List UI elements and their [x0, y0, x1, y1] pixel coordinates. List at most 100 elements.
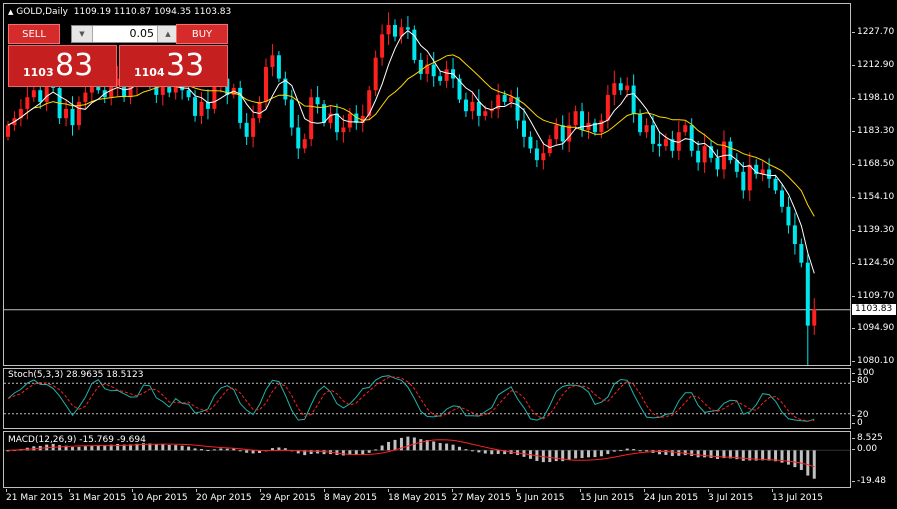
- price-tick: 1109.70: [851, 291, 895, 301]
- macd-histogram-bar: [380, 445, 384, 451]
- stoch-main-line: [7, 375, 815, 422]
- candle-body: [780, 190, 784, 207]
- macd-histogram-bar: [122, 444, 126, 451]
- bid-price-button[interactable]: 1103 83: [8, 45, 117, 87]
- candle-body: [193, 97, 198, 116]
- candle-body: [547, 139, 552, 154]
- lot-size-value[interactable]: 0.05: [129, 27, 155, 40]
- ask-price-pips: 33: [166, 48, 205, 83]
- candle-body: [347, 113, 352, 128]
- candle-body: [715, 157, 720, 170]
- stoch-tick: 20: [851, 410, 869, 420]
- macd-histogram-bar: [180, 445, 184, 451]
- macd-histogram-bar: [77, 446, 81, 451]
- buy-button[interactable]: BUY: [176, 24, 228, 44]
- macd-histogram-bar: [277, 447, 281, 451]
- candle-body: [322, 104, 327, 123]
- macd-histogram-bar: [174, 445, 178, 451]
- macd-signal-line: [7, 439, 815, 468]
- candle-body: [328, 113, 333, 123]
- candle-body: [367, 90, 372, 116]
- candle-body: [128, 85, 133, 98]
- macd-histogram-bar: [219, 448, 223, 451]
- ask-price-handle: 1104: [134, 66, 165, 79]
- candle-body: [276, 55, 281, 79]
- candle-body: [25, 97, 30, 109]
- macd-histogram-bar: [580, 450, 584, 459]
- lot-increase-icon[interactable]: ▲: [157, 26, 178, 42]
- stochastic-canvas[interactable]: [4, 369, 850, 428]
- candle-body: [315, 97, 320, 105]
- macd-histogram-bar: [657, 450, 661, 455]
- candle-body: [767, 169, 772, 179]
- candle-body: [625, 85, 630, 91]
- collapse-triangle-icon[interactable]: ▲: [8, 8, 14, 16]
- macd-histogram-bar: [445, 443, 449, 451]
- macd-histogram-bar: [548, 450, 552, 463]
- macd-histogram-bar: [574, 450, 578, 459]
- lot-size-field[interactable]: ▼ 0.05 ▲: [71, 25, 179, 43]
- candle-body: [341, 127, 346, 133]
- macd-histogram-bar: [793, 450, 797, 468]
- sell-button[interactable]: SELL: [8, 24, 60, 44]
- macd-canvas[interactable]: [4, 432, 850, 487]
- price-axis[interactable]: 1227.70 1212.90 1198.10 1183.30 1168.50 …: [851, 3, 897, 366]
- candle-body: [618, 83, 623, 91]
- macd-histogram-bar: [354, 450, 358, 456]
- candle-body: [154, 83, 159, 95]
- candle-body: [283, 78, 288, 100]
- candle-body: [728, 141, 733, 161]
- candle-body: [257, 101, 262, 119]
- ask-price-button[interactable]: 1104 33: [119, 45, 228, 87]
- current-price-label: 1103.83: [852, 304, 896, 315]
- candle-body: [457, 78, 462, 100]
- chart-ohlc: 1109.19 1110.87 1094.35 1103.83: [73, 7, 232, 17]
- price-tick: 1198.10: [851, 93, 895, 103]
- candle-body: [354, 113, 359, 123]
- candle-body: [393, 24, 397, 37]
- candle-body: [438, 76, 443, 81]
- candle-body: [792, 225, 797, 245]
- price-tick: 1154.10: [851, 192, 895, 202]
- macd-histogram-bar: [722, 450, 726, 459]
- candle-body: [760, 169, 765, 175]
- candle-body: [444, 69, 449, 81]
- macd-histogram-bar: [593, 450, 597, 458]
- macd-histogram-bar: [238, 450, 242, 452]
- bid-price-handle: 1103: [23, 66, 54, 79]
- stochastic-pane[interactable]: Stoch(5,3,3) 28.9635 18.5123: [3, 368, 851, 429]
- macd-histogram-bar: [806, 450, 810, 476]
- candle-body: [592, 122, 597, 133]
- candle-body: [534, 148, 539, 161]
- time-tick: 21 Mar 2015: [6, 489, 64, 503]
- stoch-tick: 0: [852, 418, 863, 428]
- macd-tick: 0.00: [851, 444, 878, 454]
- candle-body: [741, 171, 746, 191]
- time-axis[interactable]: 21 Mar 2015 31 Mar 2015 10 Apr 2015 20 A…: [0, 489, 851, 509]
- macd-histogram-bar: [464, 449, 468, 451]
- candle-body: [399, 27, 404, 37]
- macd-histogram-bar: [322, 450, 326, 455]
- macd-histogram-bar: [116, 443, 120, 451]
- macd-histogram-bar: [741, 450, 745, 461]
- macd-histogram-bar: [451, 444, 455, 451]
- lot-decrease-icon[interactable]: ▼: [72, 26, 93, 42]
- macd-histogram-bar: [490, 450, 494, 455]
- candle-body: [683, 125, 688, 133]
- candle-body: [64, 108, 69, 119]
- macd-histogram-bar: [774, 450, 778, 462]
- time-tick: 8 May 2015: [324, 489, 377, 503]
- macd-histogram-bar: [316, 450, 320, 454]
- candle-body: [405, 27, 410, 30]
- candle-body: [173, 83, 178, 93]
- macd-pane[interactable]: MACD(12,26,9) -15.769 -9.694: [3, 431, 851, 488]
- time-tick: 31 Mar 2015: [69, 489, 127, 503]
- macd-histogram-bar: [309, 450, 313, 455]
- macd-histogram-bar: [761, 450, 765, 461]
- macd-histogram-bar: [245, 450, 249, 453]
- time-tick: 5 Jun 2015: [516, 489, 565, 503]
- macd-histogram-bar: [754, 450, 758, 461]
- macd-histogram-bar: [812, 450, 816, 479]
- time-tick: 18 May 2015: [388, 489, 447, 503]
- macd-histogram-bar: [632, 449, 636, 451]
